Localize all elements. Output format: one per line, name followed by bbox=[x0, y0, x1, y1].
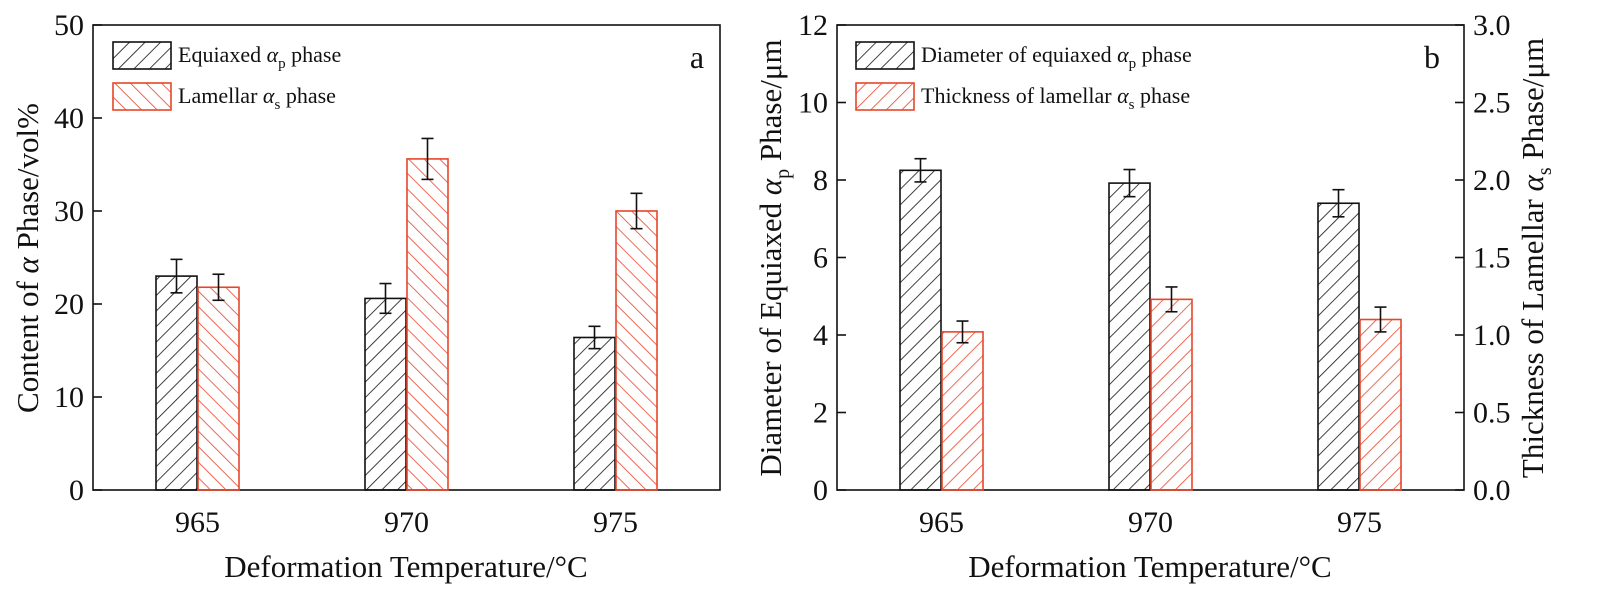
y-tick-label: 30 bbox=[54, 195, 84, 228]
x-tick-label: 970 bbox=[384, 506, 429, 539]
x-tick-label: 975 bbox=[1337, 506, 1382, 539]
y2-tick-label: 3.0 bbox=[1473, 9, 1511, 42]
panel-a: 0 10 20 30 40 50 965 970 975 Deformation Temper… bbox=[10, 9, 721, 584]
y-tick-label: 40 bbox=[54, 102, 84, 135]
bar-a-s0-965 bbox=[155, 275, 198, 491]
panel-a-legend: Equiaxed αp phase Lamellar αs phase bbox=[112, 41, 341, 113]
y2-tick-label: 1.5 bbox=[1473, 242, 1511, 275]
bar-b-s0-975 bbox=[1317, 202, 1360, 491]
x-tick-label: 970 bbox=[1128, 506, 1173, 539]
panel-b-bars bbox=[899, 157, 1402, 491]
panel-b-y-axis-title: Diameter of Equiaxed αp Phase/μm bbox=[753, 39, 794, 476]
panel-a-label: a bbox=[690, 39, 704, 75]
y-tick-label: 10 bbox=[54, 381, 84, 414]
legend-swatch-diameter bbox=[855, 41, 915, 70]
bar-b-s1-975 bbox=[1359, 318, 1402, 491]
panel-b-left-y-axis: 0 2 4 6 8 10 12 bbox=[798, 9, 846, 507]
panel-b-right-y-axis: 0.0 0.5 1.0 1.5 2.0 2.5 3.0 bbox=[1455, 9, 1511, 507]
legend-entry-diameter: Diameter of equiaxed αp phase bbox=[855, 41, 1192, 72]
legend-swatch-equiaxed bbox=[112, 41, 172, 70]
panel-b-legend: Diameter of equiaxed αp phase Thickness … bbox=[855, 41, 1192, 113]
legend-entry-equiaxed: Equiaxed αp phase bbox=[112, 41, 341, 72]
x-tick-label: 965 bbox=[919, 506, 964, 539]
legend-label-diameter: Diameter of equiaxed αp phase bbox=[921, 42, 1192, 72]
panel-b-x-axis-title: Deformation Temperature/°C bbox=[968, 549, 1331, 584]
y-tick-label: 20 bbox=[54, 288, 84, 321]
y-tick-label: 8 bbox=[813, 164, 828, 197]
legend-label-equiaxed: Equiaxed αp phase bbox=[178, 42, 341, 72]
y-tick-label: 10 bbox=[798, 87, 828, 120]
panel-a-x-axis-title: Deformation Temperature/°C bbox=[224, 549, 587, 584]
panel-b: 0 2 4 6 8 10 12 0.0 0.5 1.0 1.5 2.0 2.5 3.0 965 970 97… bbox=[753, 9, 1556, 584]
x-tick-label: 965 bbox=[175, 506, 220, 539]
bar-b-s1-965 bbox=[941, 331, 984, 491]
y2-tick-label: 2.0 bbox=[1473, 164, 1511, 197]
legend-swatch-lamellar bbox=[112, 82, 172, 111]
legend-label-thickness: Thickness of lamellar αs phase bbox=[921, 83, 1190, 113]
panel-a-y-axis-title: Content of α Phase/vol% bbox=[10, 103, 45, 413]
bar-b-s0-970 bbox=[1108, 182, 1151, 491]
legend-entry-thickness: Thickness of lamellar αs phase bbox=[855, 82, 1190, 113]
legend-entry-lamellar: Lamellar αs phase bbox=[112, 82, 336, 113]
y-tick-label: 4 bbox=[813, 319, 828, 352]
panel-b-y2-axis-title: Thickness of Lamellar αs Phase/μm bbox=[1515, 38, 1556, 478]
legend-label-lamellar: Lamellar αs phase bbox=[178, 83, 336, 113]
bar-a-s1-965 bbox=[197, 286, 240, 491]
bar-a-s0-975 bbox=[573, 336, 616, 491]
panel-b-label: b bbox=[1424, 39, 1440, 75]
y2-tick-label: 1.0 bbox=[1473, 319, 1511, 352]
legend-swatch-thickness bbox=[855, 82, 915, 111]
bar-a-s0-970 bbox=[364, 297, 407, 491]
y2-tick-label: 2.5 bbox=[1473, 87, 1511, 120]
panel-a-y-axis: 0 10 20 30 40 50 bbox=[54, 9, 102, 507]
y-tick-label: 0 bbox=[813, 474, 828, 507]
y2-tick-label: 0.5 bbox=[1473, 397, 1511, 430]
y-tick-label: 12 bbox=[798, 9, 828, 42]
y-tick-label: 6 bbox=[813, 242, 828, 275]
bar-a-s1-975 bbox=[615, 210, 658, 491]
bar-b-s1-970 bbox=[1150, 298, 1193, 491]
y-tick-label: 0 bbox=[69, 474, 84, 507]
panel-a-x-axis: 965 970 975 bbox=[175, 481, 638, 539]
y-tick-label: 50 bbox=[54, 9, 84, 42]
bar-b-s0-965 bbox=[899, 169, 942, 491]
panel-a-bars bbox=[155, 137, 658, 491]
bar-a-s1-970 bbox=[406, 158, 449, 491]
x-tick-label: 975 bbox=[593, 506, 638, 539]
y2-tick-label: 0.0 bbox=[1473, 474, 1511, 507]
y-tick-label: 2 bbox=[813, 397, 828, 430]
